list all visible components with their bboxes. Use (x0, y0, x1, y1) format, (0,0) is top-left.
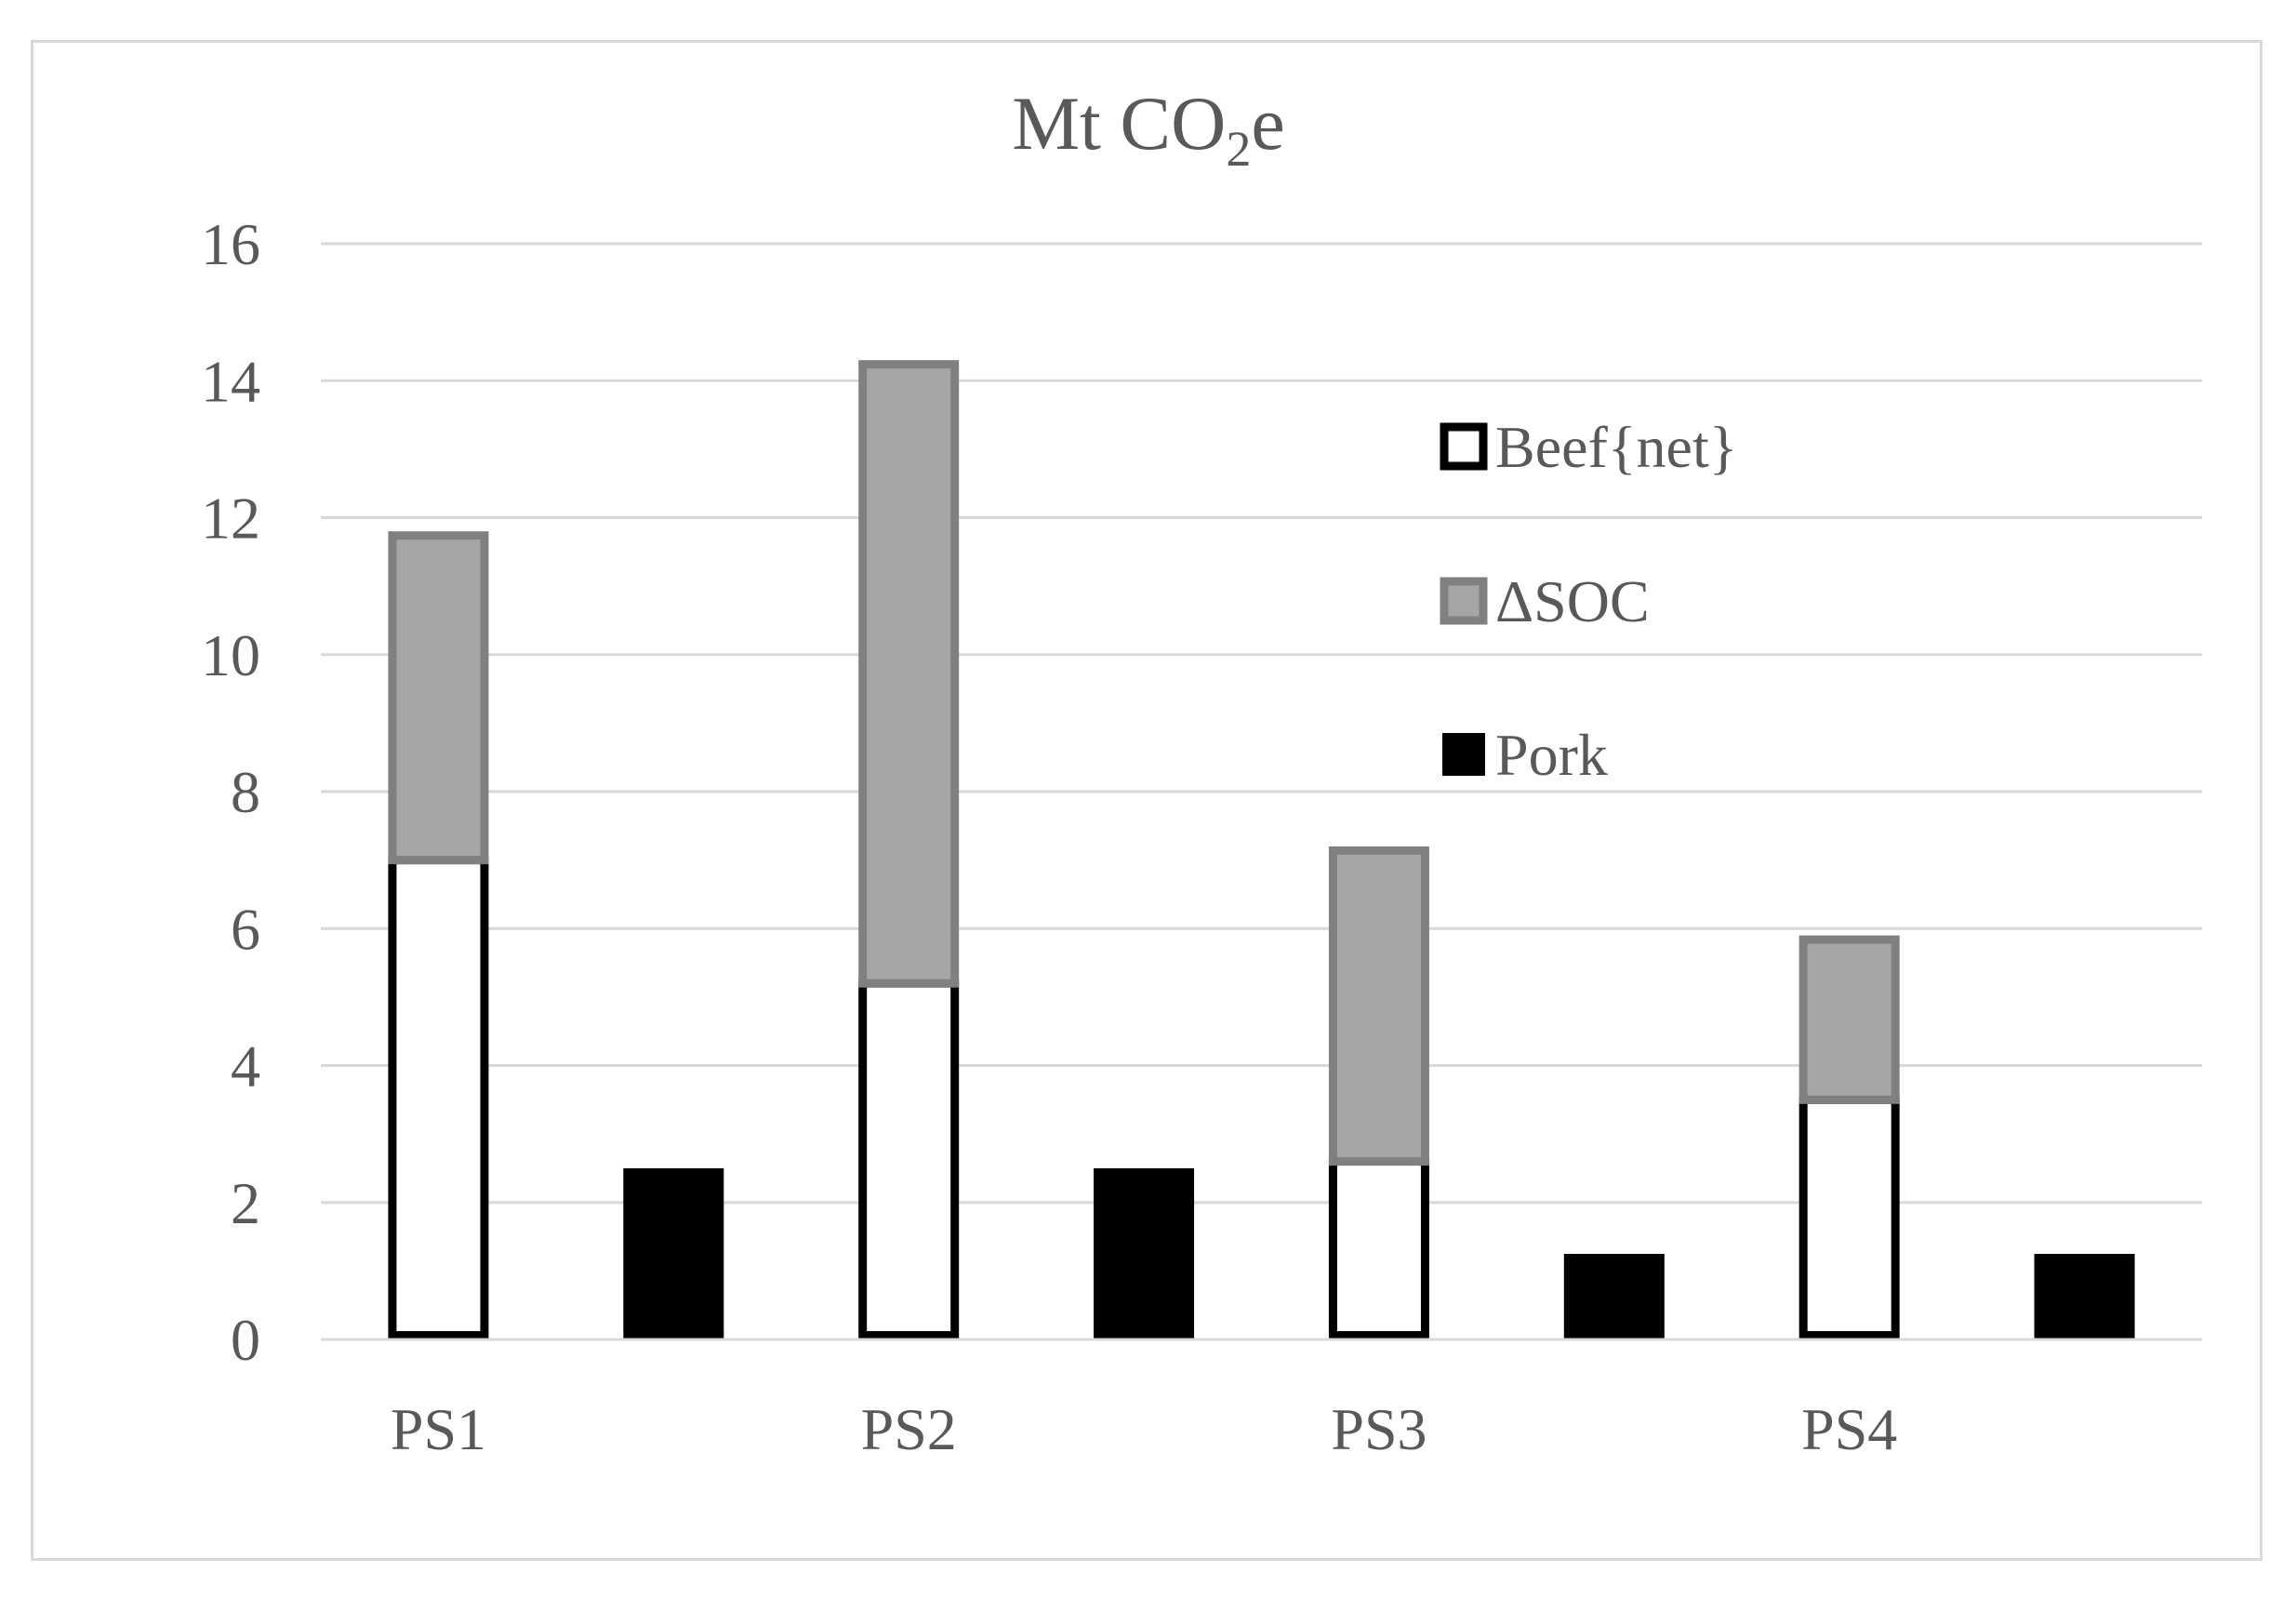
y-tick-label: 6 (231, 896, 260, 962)
bar-delta-soc-ps2 (858, 360, 960, 988)
y-tick-label: 16 (201, 211, 260, 277)
y-tick-label: 12 (201, 486, 260, 552)
gridlines (321, 242, 2202, 1341)
bar-delta-soc-ps3 (1328, 846, 1429, 1166)
x-tick-label: PS1 (391, 1396, 486, 1462)
y-tick-label: 0 (231, 1307, 260, 1373)
bars (321, 360, 2202, 1341)
y-tick-label: 4 (231, 1033, 260, 1099)
chart-title-subscript: 2 (1226, 121, 1251, 177)
bar-beef-net-ps2 (858, 979, 960, 1340)
legend-label-delta-soc: ΔSOC (1495, 568, 1650, 634)
legend-swatch-delta-soc (1440, 577, 1488, 625)
bar-beef-net-ps3 (1328, 1157, 1429, 1339)
y-axis-ticks: 0 2 4 6 8 10 12 14 16 (201, 211, 260, 1373)
chart-title: Mt CO2e (1012, 81, 1285, 177)
chart-title-tail: e (1251, 81, 1284, 166)
y-tick-label: 8 (231, 759, 260, 825)
x-tick-label: PS3 (1331, 1396, 1427, 1462)
x-tick-label: PS4 (1801, 1396, 1897, 1462)
legend-label-beef-net: Beef{net} (1495, 414, 1737, 480)
x-tick-label: PS2 (861, 1396, 957, 1462)
bar-delta-soc-ps4 (1798, 935, 1900, 1104)
y-tick-label: 14 (201, 348, 260, 414)
bar-pork-ps1 (623, 1167, 724, 1339)
bar-beef-net-ps4 (1798, 1095, 1900, 1339)
legend-swatch-pork (1442, 733, 1485, 776)
legend-swatch-beef-net (1440, 422, 1488, 471)
bar-delta-soc-ps1 (388, 531, 489, 865)
bar-pork-ps2 (1094, 1167, 1195, 1339)
bar-pork-ps3 (1563, 1253, 1665, 1339)
bar-pork-ps4 (2034, 1253, 2135, 1339)
y-tick-label: 2 (231, 1170, 260, 1236)
y-tick-label: 10 (201, 622, 260, 688)
chart-title-main: Mt CO (1012, 81, 1226, 166)
x-axis-ticks: PS1 PS2 PS3 PS4 (391, 1396, 1897, 1462)
legend: Beef{net} ΔSOC Pork (1440, 414, 1737, 788)
legend-label-pork: Pork (1495, 722, 1608, 788)
bar-beef-net-ps1 (388, 856, 489, 1339)
